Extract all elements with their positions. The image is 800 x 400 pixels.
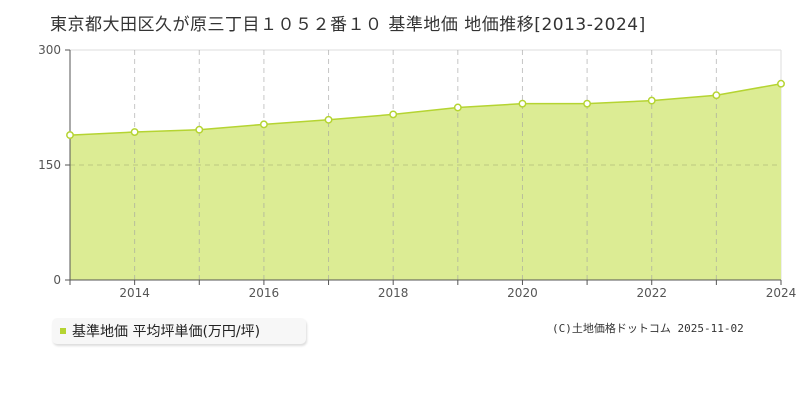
axes: 0 150 300 2014 2016 2018 2020 2022 2024	[38, 43, 796, 300]
copyright-text: (C)土地価格ドットコム 2025-11-02	[552, 322, 744, 335]
x-tick-label: 2014	[119, 286, 150, 300]
data-point-marker	[259, 120, 268, 129]
data-point-marker	[453, 103, 462, 112]
data-point-marker	[712, 91, 721, 100]
data-point-marker	[195, 125, 204, 134]
data-point-marker	[518, 99, 527, 108]
area-series	[70, 83, 781, 280]
area-chart: 0 150 300 2014 2016 2018 2020 2022 2024	[38, 43, 796, 300]
series-line-path	[69, 82, 782, 136]
y-tick-label: 300	[38, 43, 61, 57]
y-tick-label: 0	[53, 273, 61, 287]
data-point-marker	[324, 115, 333, 124]
series-line	[69, 82, 782, 136]
data-point-marker	[647, 96, 656, 105]
x-tick-label: 2022	[636, 286, 667, 300]
chart-title: 東京都大田区久が原三丁目１０５２番１０ 基準地価 地価推移[2013-2024]	[50, 15, 646, 35]
x-tick-label: 2020	[507, 286, 538, 300]
data-point-marker	[130, 128, 139, 136]
grid-lines	[70, 50, 781, 280]
area-fill	[70, 83, 781, 280]
data-point-marker	[777, 79, 785, 88]
data-points	[66, 79, 785, 140]
data-point-marker	[66, 131, 74, 140]
y-tick-label: 150	[38, 158, 61, 172]
legend: 基準地価 平均坪単価(万円/坪)	[52, 318, 306, 344]
data-point-marker	[389, 110, 398, 119]
x-tick-label: 2018	[378, 286, 409, 300]
x-tick-label: 2024	[766, 286, 797, 300]
x-tick-label: 2016	[249, 286, 280, 300]
legend-swatch-icon	[60, 328, 66, 334]
data-point-marker	[583, 99, 592, 108]
legend-label: 基準地価 平均坪単価(万円/坪)	[72, 324, 261, 340]
